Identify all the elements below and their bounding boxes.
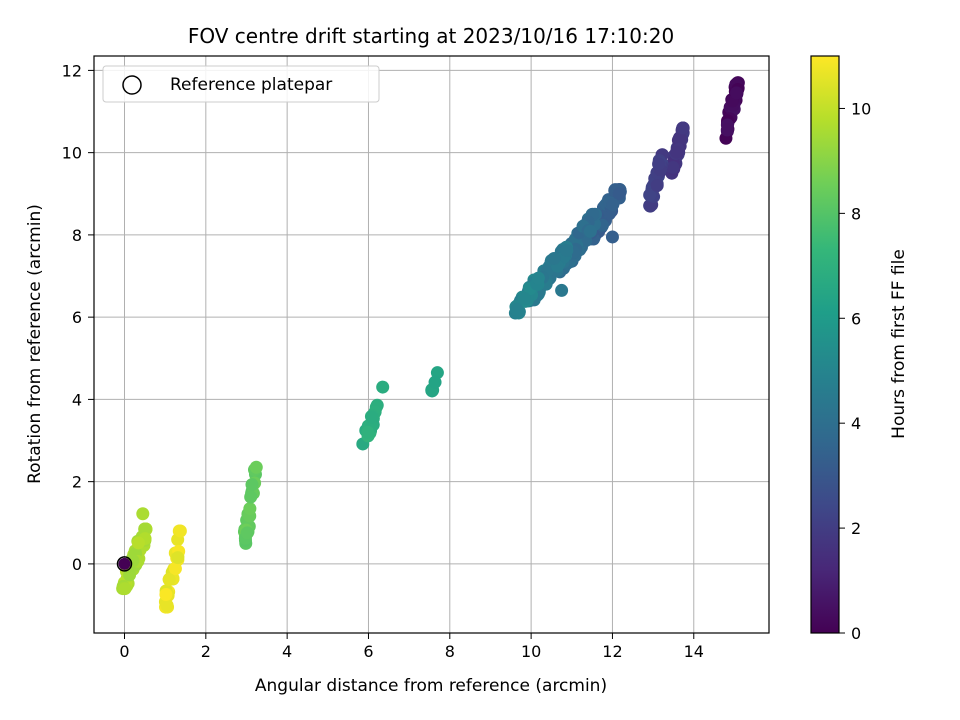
data-point <box>650 179 664 193</box>
x-tick-label: 14 <box>684 642 704 661</box>
plot-area <box>94 56 769 633</box>
x-tick-label: 4 <box>282 642 292 661</box>
data-point <box>652 157 666 171</box>
reference-marker <box>116 556 133 572</box>
data-point <box>243 502 257 516</box>
colorbar-tick-label: 6 <box>851 309 861 328</box>
data-point <box>606 198 620 212</box>
data-point <box>517 291 531 305</box>
data-point <box>118 557 131 570</box>
legend: Reference platepar <box>102 65 380 103</box>
data-point <box>676 121 690 135</box>
data-point <box>160 599 174 613</box>
data-point <box>666 160 680 174</box>
plot-frame <box>93 55 770 634</box>
x-tick-label: 10 <box>521 642 541 661</box>
data-point <box>643 188 657 202</box>
data-point <box>361 425 375 439</box>
data-point <box>136 507 150 521</box>
data-point <box>365 410 379 424</box>
y-tick-label: 6 <box>72 308 82 327</box>
y-tick-label: 10 <box>62 144 82 163</box>
legend-reference-marker <box>122 75 142 95</box>
data-point <box>547 252 561 266</box>
data-point <box>249 460 263 474</box>
data-point <box>730 86 744 100</box>
legend-box <box>102 65 380 103</box>
colorbar-tick-label: 2 <box>851 519 861 538</box>
data-point <box>171 551 185 565</box>
data-point <box>531 271 545 285</box>
x-tick-label: 2 <box>201 642 211 661</box>
y-tick-label: 12 <box>62 61 82 80</box>
data-point <box>168 562 182 576</box>
colorbar-tick-label: 10 <box>851 99 871 118</box>
colorbar-label: Hours from first FF file <box>889 249 909 439</box>
data-point <box>245 478 259 492</box>
colorbar-tick-label: 8 <box>851 204 861 223</box>
colorbar-tick-label: 4 <box>851 414 861 433</box>
x-tick-label: 0 <box>119 642 129 661</box>
x-tick-label: 6 <box>363 642 373 661</box>
y-tick-label: 0 <box>72 555 82 574</box>
data-point <box>612 187 626 201</box>
data-point <box>138 522 152 536</box>
chart-title: FOV centre drift starting at 2023/10/16 … <box>188 24 674 48</box>
data-point <box>673 132 687 146</box>
y-tick-label: 4 <box>72 390 82 409</box>
y-tick-label: 8 <box>72 226 82 245</box>
data-point <box>162 573 176 587</box>
colorbar-tick-label: 0 <box>851 624 861 643</box>
x-tick-label: 8 <box>445 642 455 661</box>
data-point <box>510 302 524 316</box>
colorbar: 0 2 4 6 8 10 Hours from first FF file <box>810 55 909 643</box>
data-point <box>605 230 619 244</box>
data-point <box>555 283 569 297</box>
data-point <box>159 587 173 601</box>
data-point <box>720 123 734 137</box>
scatter-points <box>116 76 745 614</box>
colorbar-gradient <box>810 55 840 634</box>
data-point <box>118 582 132 596</box>
colorbar-ticks: 0 2 4 6 8 10 <box>839 99 871 643</box>
x-axis-ticks: 0 2 4 6 8 10 12 14 <box>119 633 704 661</box>
data-point <box>670 145 684 159</box>
y-axis-label: Rotation from reference (arcmin) <box>25 204 45 484</box>
legend-entry: Reference platepar <box>170 75 332 95</box>
data-point <box>583 224 597 238</box>
data-point <box>240 526 254 540</box>
x-axis-label: Angular distance from reference (arcmin) <box>255 676 607 696</box>
data-point <box>131 536 145 550</box>
x-tick-label: 12 <box>602 642 622 661</box>
data-point <box>173 524 187 538</box>
y-axis-ticks: 0 2 4 6 8 10 12 <box>62 61 94 574</box>
data-point <box>376 380 390 394</box>
data-point <box>560 243 574 257</box>
data-point <box>428 375 442 389</box>
data-point <box>244 490 258 504</box>
y-tick-label: 2 <box>72 473 82 492</box>
